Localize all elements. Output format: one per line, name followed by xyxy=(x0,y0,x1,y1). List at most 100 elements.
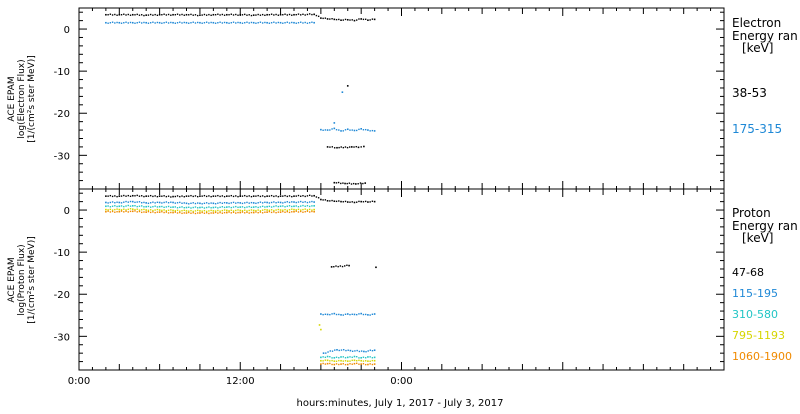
proton-trace-dot xyxy=(338,200,340,202)
proton-trace-dot xyxy=(223,195,226,198)
electron-legend-title-1: Electron xyxy=(732,16,781,30)
proton-legend-title-1: Proton xyxy=(732,206,771,220)
electron-ytick-label: -30 xyxy=(54,151,70,162)
proton-trace-dot xyxy=(141,202,143,204)
electron-trace-dot xyxy=(176,13,179,15)
proton-trace-dot xyxy=(277,205,280,208)
proton-trace-dot xyxy=(237,209,239,211)
proton-trace-dot xyxy=(194,195,197,197)
proton-trace-dot xyxy=(114,208,116,211)
electron-trace-dot xyxy=(120,22,123,24)
electron-trace-dot xyxy=(232,14,235,16)
proton-trace-dot xyxy=(306,209,309,211)
proton-trace-dot xyxy=(288,205,291,207)
proton-point xyxy=(266,201,268,204)
proton-trace-dot xyxy=(176,207,179,209)
proton-trace-dot xyxy=(241,210,244,212)
proton-trace-dot xyxy=(214,203,217,205)
proton-point xyxy=(172,209,174,212)
proton-trace-dot xyxy=(217,207,219,209)
proton-trace-dot xyxy=(201,206,203,208)
proton-point xyxy=(333,312,336,315)
proton-trace-dot xyxy=(107,210,109,212)
electron-point xyxy=(252,14,255,16)
electron-trace-dot xyxy=(355,145,357,148)
proton-trace-dot xyxy=(181,210,183,212)
proton-trace-dot xyxy=(257,209,259,211)
proton-trace-dot xyxy=(181,202,183,204)
proton-trace-dot xyxy=(246,206,248,208)
proton-trace-dot xyxy=(203,209,206,212)
proton-trace-dot xyxy=(174,195,177,198)
electron-trace-dot xyxy=(192,21,194,23)
proton-point xyxy=(313,205,315,207)
proton-trace-dot xyxy=(217,212,219,214)
electron-trace-dot xyxy=(165,21,168,23)
proton-legend-title-2: Energy ran xyxy=(732,219,798,233)
proton-trace-dot xyxy=(141,195,143,197)
electron-point xyxy=(131,13,134,16)
proton-trace-dot xyxy=(232,211,235,214)
proton-trace-dot xyxy=(111,195,114,198)
proton-trace-dot xyxy=(273,195,275,198)
proton-trace-dot xyxy=(324,356,327,359)
proton-trace-dot xyxy=(371,357,374,359)
proton-trace-dot xyxy=(297,194,300,197)
electron-point xyxy=(326,18,329,20)
proton-trace-dot xyxy=(127,204,129,207)
proton-point xyxy=(158,205,161,208)
proton-trace-dot xyxy=(120,209,123,211)
proton-point xyxy=(105,201,107,204)
electron-trace-dot xyxy=(174,14,177,16)
proton-point xyxy=(199,195,201,197)
proton-trace-dot xyxy=(210,209,212,212)
proton-trace-dot xyxy=(165,206,168,208)
proton-trace-dot xyxy=(288,195,291,197)
proton-trace-dot xyxy=(273,209,275,212)
proton-trace-dot xyxy=(324,199,327,201)
electron-trace-dot xyxy=(369,130,371,132)
electron-trace-dot xyxy=(179,21,181,23)
proton-point xyxy=(353,359,356,362)
proton-trace-dot xyxy=(282,205,284,207)
proton-point xyxy=(266,211,268,213)
proton-trace-dot xyxy=(339,265,342,267)
electron-trace-dot xyxy=(297,13,300,15)
proton-trace-dot xyxy=(246,211,248,214)
proton-point xyxy=(346,360,349,362)
electron-trace-dot xyxy=(291,14,293,16)
proton-trace-dot xyxy=(349,313,351,316)
proton-trace-dot xyxy=(329,200,331,202)
electron-trace-dot xyxy=(123,13,125,15)
proton-point xyxy=(279,201,282,204)
electron-trace-dot xyxy=(302,22,304,24)
proton-trace-dot xyxy=(371,313,374,315)
electron-trace-dot xyxy=(138,14,141,16)
proton-trace-dot xyxy=(123,201,125,203)
electron-point xyxy=(212,21,215,24)
proton-trace-dot xyxy=(188,195,190,197)
electron-trace-dot xyxy=(364,128,367,131)
proton-point xyxy=(145,205,147,208)
proton-trace-dot xyxy=(221,212,224,214)
electron-trace-dot xyxy=(136,13,138,16)
proton-trace-dot xyxy=(165,195,168,198)
electron-trace-dot xyxy=(156,21,159,24)
proton-point xyxy=(239,195,242,197)
electron-trace-dot xyxy=(259,14,262,16)
proton-trace-dot xyxy=(237,206,239,209)
proton-trace-dot xyxy=(170,211,172,214)
proton-trace-dot xyxy=(302,195,304,197)
electron-point xyxy=(105,21,107,24)
proton-trace-dot xyxy=(329,313,331,316)
proton-point xyxy=(145,209,147,211)
proton-trace-dot xyxy=(302,201,304,204)
proton-trace-dot xyxy=(295,209,297,211)
proton-trace-dot xyxy=(217,209,219,212)
electron-trace-dot xyxy=(181,22,183,24)
electron-trace-dot xyxy=(306,13,309,16)
electron-trace-dot xyxy=(264,21,266,24)
proton-trace-dot xyxy=(138,209,141,211)
proton-trace-dot xyxy=(154,205,156,207)
proton-trace-dot xyxy=(356,362,358,365)
